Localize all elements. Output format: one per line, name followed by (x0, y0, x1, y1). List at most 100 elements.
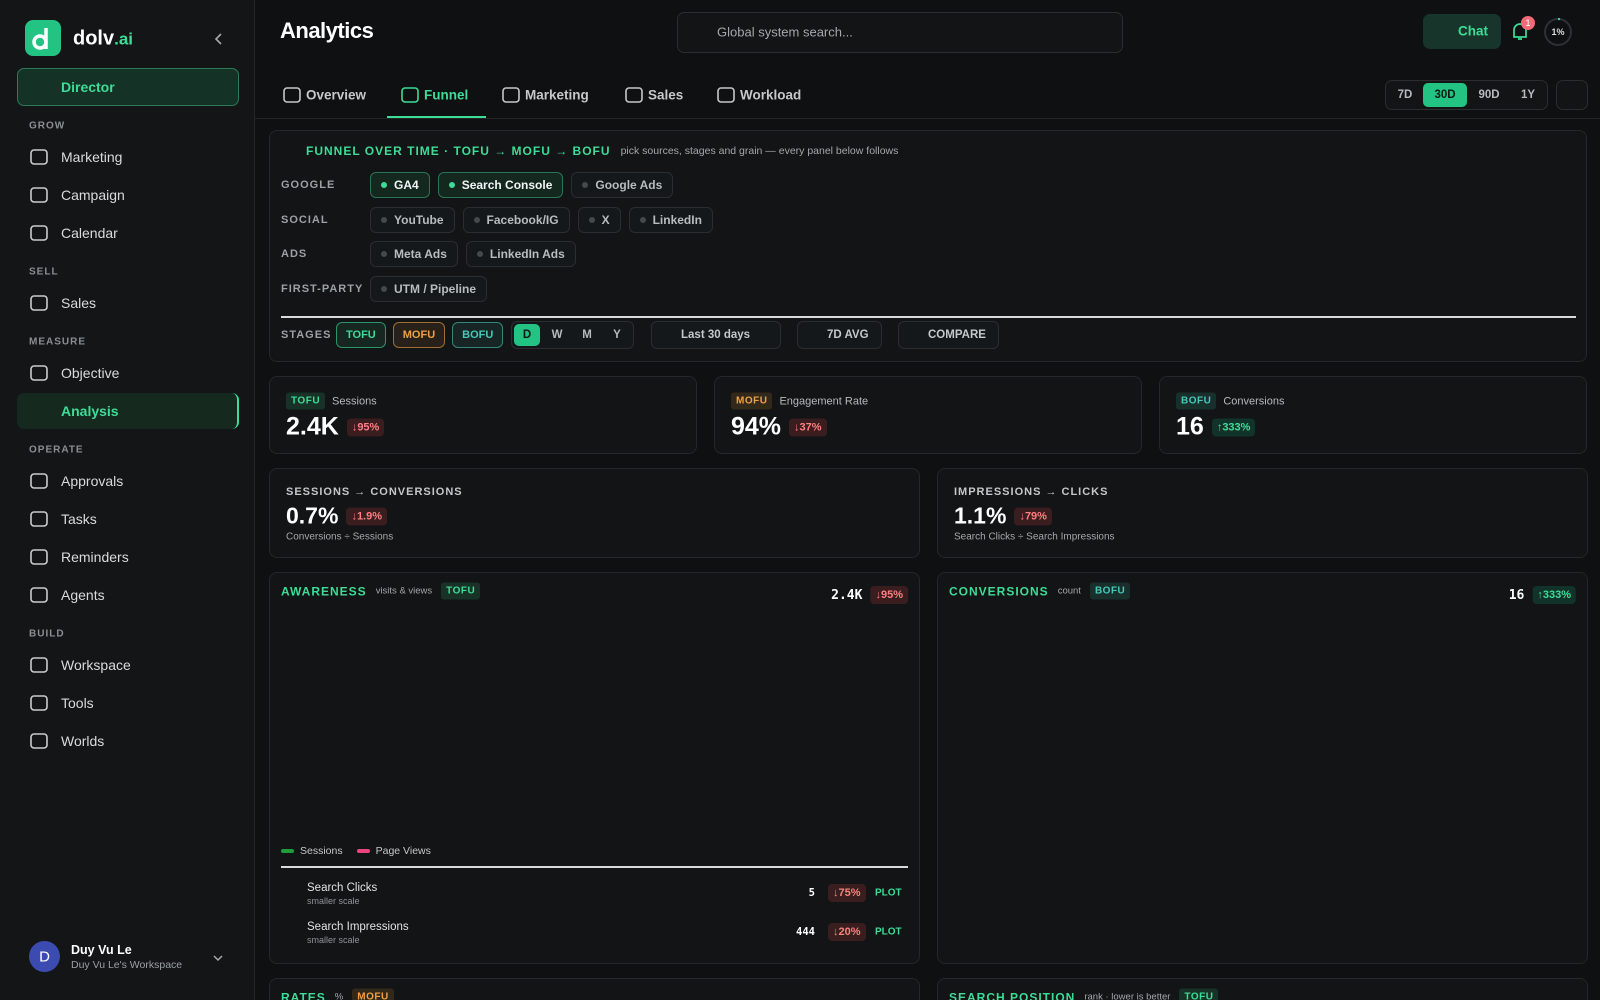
primary-button[interactable] (17, 68, 239, 106)
nav-item[interactable]: Sales (61, 295, 97, 311)
grain-button[interactable]: Y (613, 329, 621, 341)
period-button[interactable] (651, 321, 781, 349)
ratio-value-row: 0.7% ↓1.9% (286, 503, 388, 530)
refresh-button[interactable] (1556, 80, 1588, 110)
tab[interactable]: Sales (648, 87, 684, 103)
source-chip[interactable]: GA4 (370, 172, 430, 198)
icon (717, 87, 735, 103)
nav-item[interactable]: Marketing (61, 149, 123, 165)
nav-item[interactable]: Tools (61, 695, 94, 711)
search-box[interactable] (677, 12, 1123, 53)
chip-dot (381, 217, 387, 223)
avg-button-label: 7D AVG (827, 329, 869, 341)
range-button[interactable]: 30D (1434, 89, 1456, 101)
delta-badge: ↓95% (870, 586, 908, 604)
kpi-head: TOFU Sessions (286, 392, 377, 410)
source-chip[interactable]: X (577, 207, 621, 233)
chart-panel (269, 978, 920, 1000)
stage-chip[interactable]: TOFU (336, 322, 386, 348)
compare-button[interactable] (898, 321, 999, 349)
grain-button[interactable]: M (582, 329, 592, 341)
panel-title: SEARCH POSITION (949, 990, 1076, 1000)
kpi-value: 94% (731, 412, 782, 441)
nav-item[interactable]: Reminders (61, 549, 129, 565)
nav-item[interactable]: Tasks (61, 511, 97, 527)
icon (625, 87, 643, 103)
chip-label: GA4 (394, 178, 419, 192)
nav-item[interactable]: Campaign (61, 187, 125, 203)
sidebar (0, 0, 255, 1000)
source-chip[interactable]: YouTube (370, 207, 455, 233)
compare-button-label: COMPARE (928, 329, 986, 341)
grain-button[interactable]: W (551, 329, 563, 341)
source-chip[interactable]: Google Ads (571, 172, 674, 198)
metric-value: 444 (796, 926, 815, 938)
chat-label: Chat (1458, 23, 1488, 39)
stage-chip[interactable]: BOFU (452, 322, 504, 348)
kpi-card: BOFU Conversions 16 ↑333% (1159, 376, 1587, 454)
icon (401, 87, 419, 103)
user-workspace: Duy Vu Le's Workspace (71, 959, 183, 971)
source-chip[interactable]: UTM / Pipeline (370, 276, 488, 302)
chart-title: AWARENESS (281, 584, 367, 598)
nav-item[interactable]: Worlds (61, 733, 105, 749)
tab[interactable]: Funnel (424, 87, 469, 103)
source-chip[interactable]: Search Console (437, 172, 564, 198)
legend-item: Sessions (281, 845, 343, 857)
source-chip[interactable]: Meta Ads (370, 241, 458, 267)
stage-tag: TOFU (286, 392, 326, 410)
delta-badge: ↓95% (346, 418, 385, 436)
bell-icon (1513, 23, 1527, 40)
chip-dot (473, 217, 480, 223)
avg-button[interactable] (797, 321, 882, 349)
chip-label: Search Console (461, 178, 553, 192)
avatar-initial: D (39, 948, 50, 966)
range-button[interactable]: 1Y (1520, 89, 1536, 101)
panel-title: RATES (281, 990, 326, 1000)
brand-name: dolv (73, 27, 115, 50)
nav-item[interactable]: Agents (61, 587, 105, 603)
nav-item[interactable]: Analysis (61, 403, 119, 419)
kpi-label: Sessions (332, 395, 377, 407)
chip-label: YouTube (394, 213, 444, 227)
tab[interactable]: Workload (740, 87, 802, 103)
icon (283, 87, 301, 103)
range-button[interactable]: 7D (1397, 89, 1413, 101)
tab[interactable]: Overview (306, 87, 367, 103)
source-chip[interactable]: LinkedIn (628, 207, 713, 233)
ratio-title: IMPRESSIONS → CLICKS (954, 486, 1109, 498)
metrics-divider (281, 866, 908, 868)
metric-action[interactable]: PLOT (875, 887, 902, 899)
stage-chip[interactable]: MOFU (392, 322, 446, 348)
kpi-head: BOFU Conversions (1176, 392, 1284, 410)
icon (502, 87, 520, 103)
kpi-value-row: 94% ↓37% (731, 413, 827, 442)
chip-dot (381, 251, 387, 257)
chart-panel (937, 572, 1588, 964)
chart-header: CONVERSIONS count BOFU (949, 582, 1131, 600)
nav-active (17, 393, 239, 429)
range-button[interactable]: 90D (1478, 89, 1500, 101)
filter-title: FUNNEL OVER TIME · TOFU → MOFU → BOFU (306, 144, 611, 158)
nav-item[interactable]: Objective (61, 365, 120, 381)
chat-button[interactable] (1423, 14, 1501, 49)
chip-label: Google Ads (595, 178, 663, 192)
ratio-value: 1.1% (954, 502, 1007, 529)
metric-action[interactable]: PLOT (875, 926, 902, 938)
chart-subtitle: count (1057, 585, 1081, 597)
period-button-label: Last 30 days (681, 329, 751, 341)
source-chip[interactable]: Facebook/IG (462, 207, 570, 233)
delta-badge: ↓1.9% (346, 507, 388, 525)
legend-label: Sessions (300, 845, 343, 857)
grain-button[interactable]: D (522, 329, 532, 341)
progress-label: 1% (1551, 27, 1564, 37)
source-chip[interactable]: LinkedIn Ads (465, 241, 576, 267)
chart-title: CONVERSIONS (949, 584, 1049, 598)
chip-label: LinkedIn (652, 213, 702, 227)
tab[interactable]: Marketing (525, 87, 589, 103)
nav-item[interactable]: Approvals (61, 473, 124, 489)
nav-item[interactable]: Calendar (61, 225, 118, 241)
kpi-label: Engagement Rate (779, 395, 869, 407)
stages-label: STAGES (281, 329, 332, 341)
nav-item[interactable]: Workspace (61, 657, 131, 673)
